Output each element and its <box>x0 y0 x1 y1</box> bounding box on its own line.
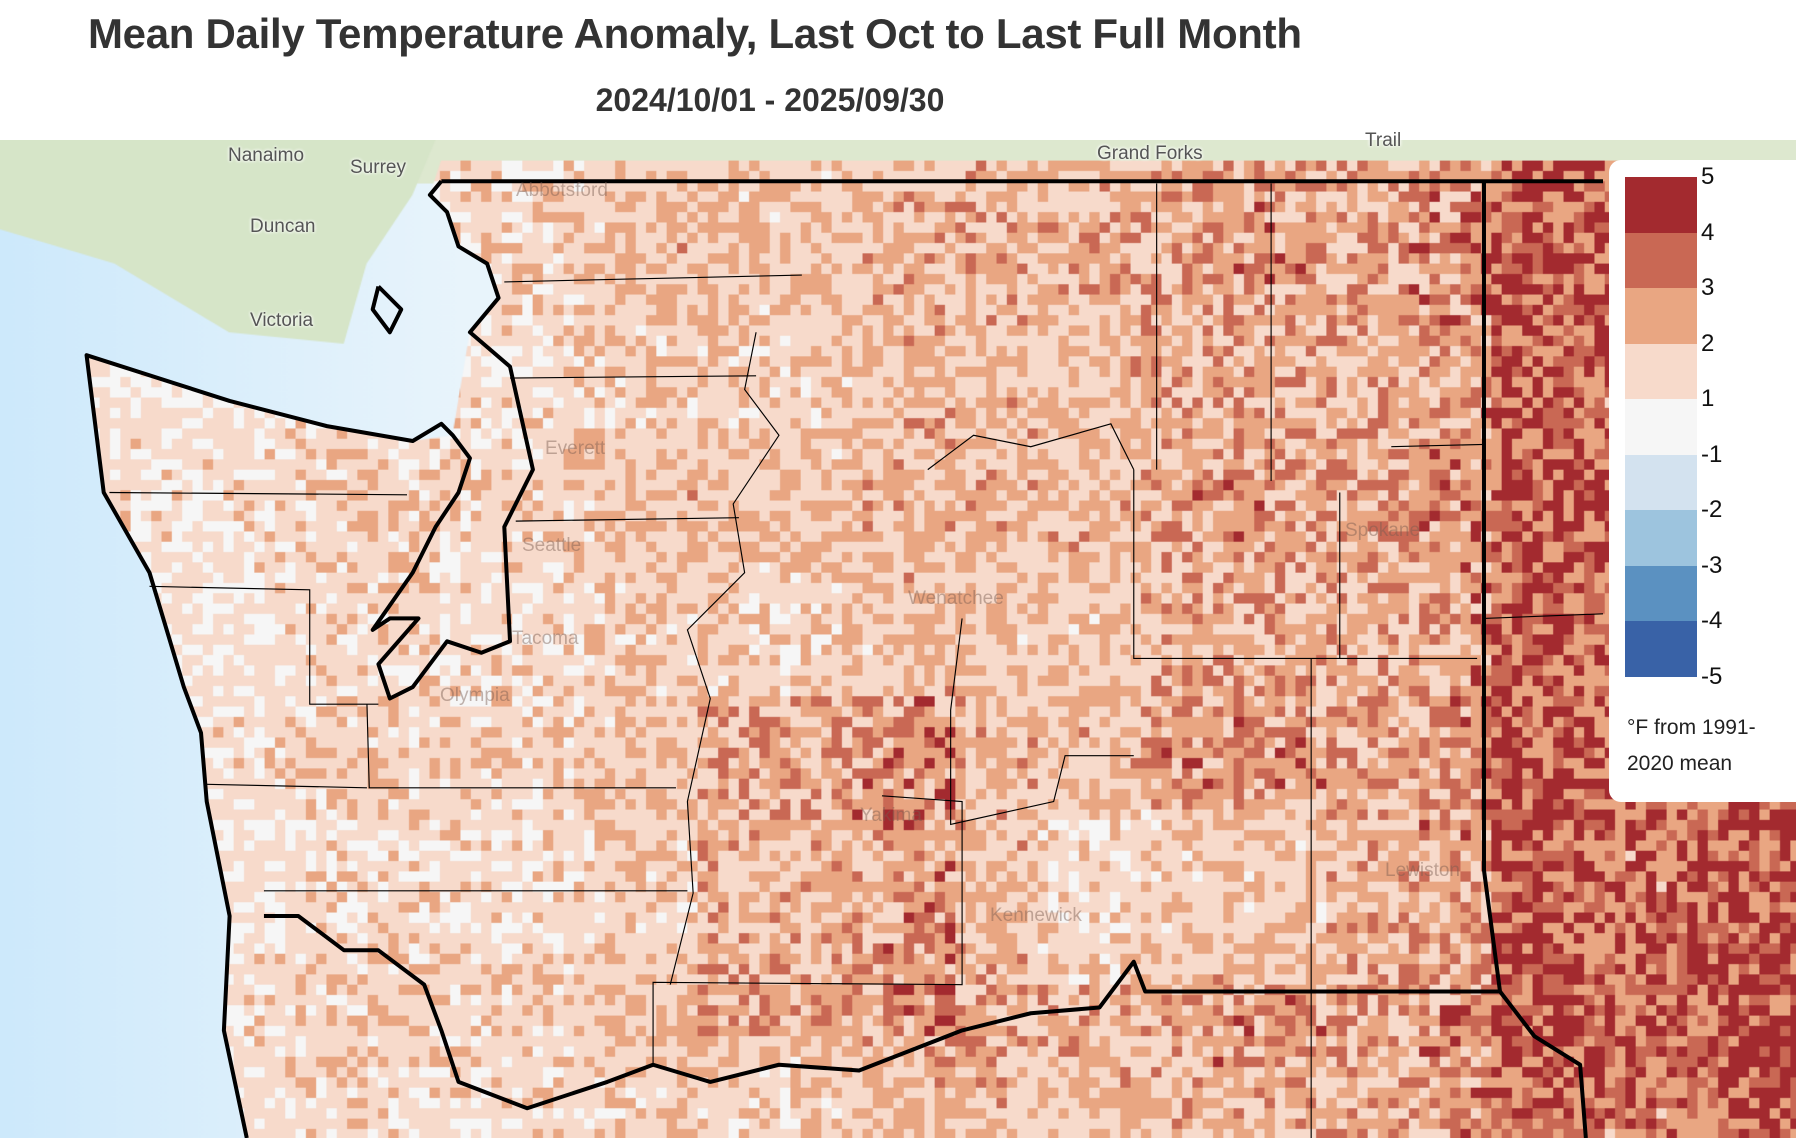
label-surrey: Surrey <box>350 157 406 178</box>
legend-swatch <box>1625 232 1697 288</box>
label-grand-forks: Grand Forks <box>1097 143 1203 164</box>
legend-swatch <box>1625 288 1697 344</box>
county-line <box>1133 469 1478 660</box>
map-title: Mean Daily Temperature Anomaly, Last Oct… <box>88 10 1302 57</box>
legend-swatch <box>1625 621 1697 677</box>
legend-swatch <box>1625 343 1697 399</box>
legend-tick: -5 <box>1701 662 1723 690</box>
label-spokane: Spokane <box>1345 520 1421 541</box>
label-seattle: Seattle <box>522 535 582 556</box>
state-border-or-id <box>1498 990 1588 1138</box>
label-yakima: Yakima <box>860 805 922 826</box>
anomaly-map[interactable]: Nanaimo Surrey Duncan Victoria Grand For… <box>0 130 1796 1138</box>
county-line <box>950 618 1134 826</box>
label-olympia: Olympia <box>440 685 510 706</box>
county-line <box>366 704 676 789</box>
label-duncan: Duncan <box>250 216 316 237</box>
legend-tick: 4 <box>1701 218 1715 246</box>
legend-swatch <box>1625 565 1697 621</box>
county-line <box>652 795 963 1065</box>
label-kennewick: Kennewick <box>990 905 1082 926</box>
legend-swatch <box>1625 399 1697 455</box>
legend: 5 4 3 2 1 -1 -2 -3 -4 -5 °F from 1991-2020 mean <box>1609 160 1796 802</box>
county-line <box>927 423 1135 471</box>
county-line <box>510 375 757 379</box>
label-victoria: Victoria <box>250 310 314 331</box>
county-line <box>669 332 780 985</box>
label-abbotsford: Abbotsford <box>516 180 608 201</box>
legend-tick: -3 <box>1701 551 1723 579</box>
label-wenatchee: Wenatchee <box>908 588 1004 609</box>
legend-tick: -4 <box>1701 607 1723 634</box>
legend-swatch <box>1625 454 1697 510</box>
legend-tick: 2 <box>1701 329 1715 357</box>
legend-swatch <box>1625 510 1697 566</box>
legend-tick: -2 <box>1701 496 1723 523</box>
date-range-subtitle: 2024/10/01 - 2025/09/30 <box>595 82 945 118</box>
county-line <box>1391 443 1484 448</box>
label-everett: Everett <box>545 438 606 459</box>
legend-tick: -1 <box>1701 440 1723 468</box>
legend-tick: 3 <box>1701 274 1715 301</box>
county-line <box>149 585 379 705</box>
label-tacoma: Tacoma <box>512 628 579 649</box>
label-lewiston: Lewiston <box>1385 860 1460 881</box>
boundary-lines <box>84 179 1604 1138</box>
label-nanaimo: Nanaimo <box>228 145 305 166</box>
legend-unit: °F from 1991-2020 mean <box>1627 716 1756 775</box>
county-line <box>1483 613 1604 619</box>
legend-tick: 1 <box>1701 385 1715 412</box>
county-line <box>109 491 408 496</box>
county-line <box>206 783 367 789</box>
county-line <box>504 274 802 283</box>
legend-swatch <box>1625 177 1697 233</box>
coastline <box>370 285 404 335</box>
state-border-wa-id <box>1481 181 1502 992</box>
county-line <box>515 517 739 522</box>
label-trail: Trail <box>1365 130 1402 151</box>
state-border-wa-or <box>263 913 1501 1111</box>
legend-tick: 5 <box>1701 163 1715 190</box>
coastline <box>84 179 535 1138</box>
